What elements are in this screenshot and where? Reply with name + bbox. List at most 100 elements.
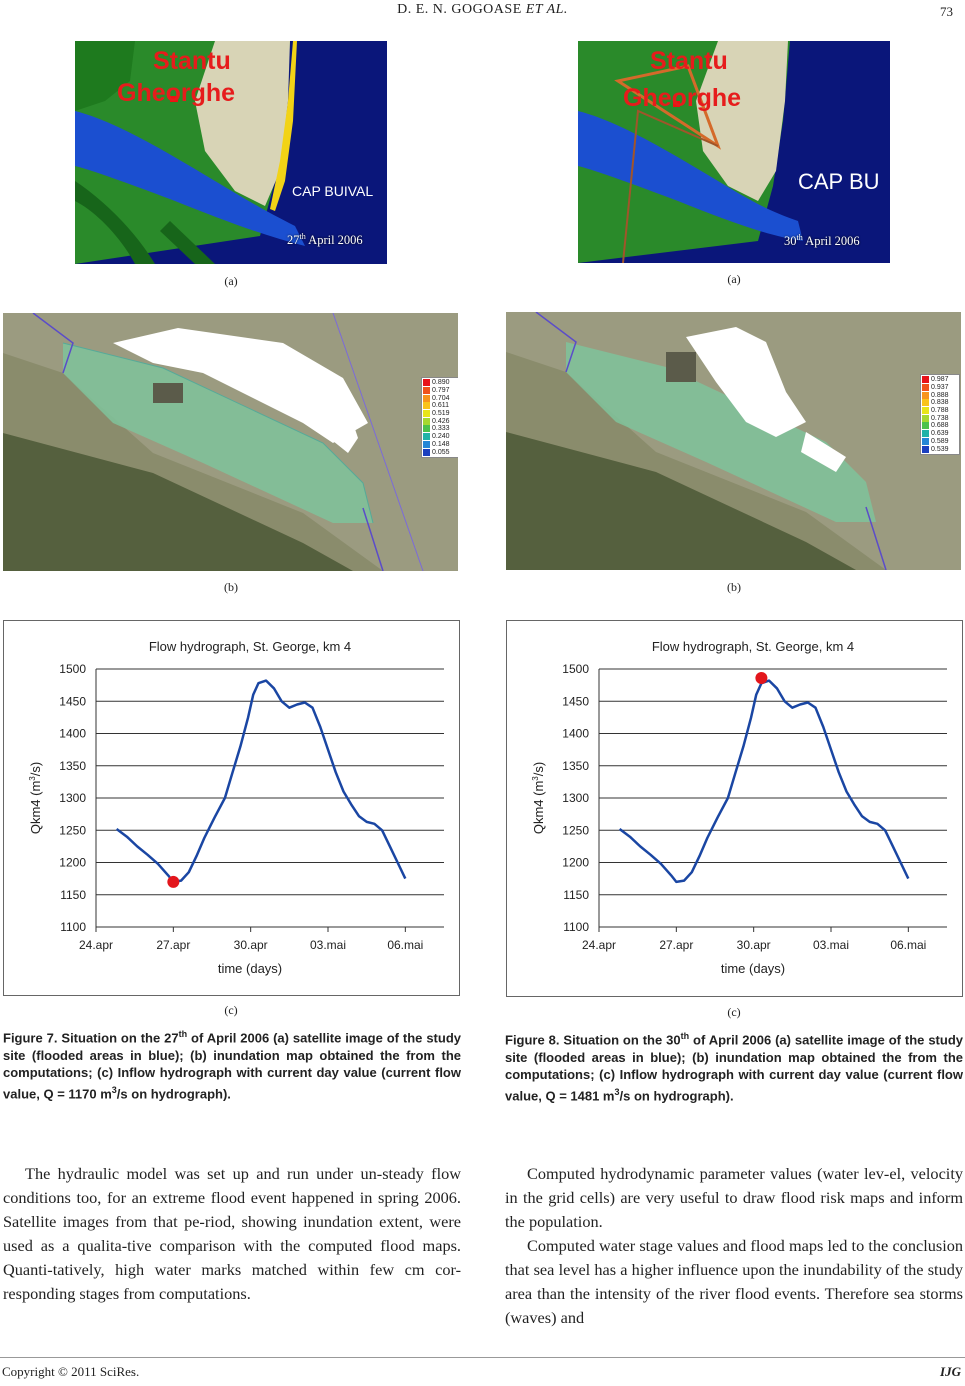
fig7-ytick-label: 1350 — [59, 759, 86, 773]
fig8-legend-row: 0.639 — [922, 430, 958, 438]
fig8-chart-title: Flow hydrograph, St. George, km 4 — [652, 639, 854, 654]
fig8-legend-swatch — [922, 445, 929, 453]
fig7-legend-swatch — [423, 379, 430, 387]
fig7-legend-value: 0.519 — [432, 410, 450, 418]
fig7-y-axis-label-end: /s) — [28, 762, 43, 776]
fig8-cap-label: CAP BU — [798, 169, 880, 194]
fig8-legend-row: 0.688 — [922, 422, 958, 430]
fig8-xtick-label: 24.apr — [582, 938, 616, 952]
fig7-town-marker — [170, 96, 178, 102]
fig7-legend-row: 0.797 — [423, 387, 458, 395]
fig8-legend-row: 0.937 — [922, 384, 958, 392]
fig8-xtick-label: 30.apr — [737, 938, 771, 952]
fig7-legend-row: 0.611 — [423, 402, 458, 410]
fig8-caption-part3: /s on hydrograph). — [619, 1088, 734, 1104]
fig7-legend-row: 0.426 — [423, 417, 458, 425]
running-header: D. E. N. GOGOASE ET AL. — [0, 2, 965, 18]
fig7-legend-value: 0.704 — [432, 394, 450, 402]
fig8-town-name-line2: Gheorghe — [623, 84, 741, 112]
header-et-al: ET AL. — [525, 2, 568, 17]
fig7-date-label: 27th April 2006 — [287, 232, 363, 248]
fig7-legend-swatch — [423, 394, 430, 402]
fig7-legend-row: 0.704 — [423, 394, 458, 402]
fig8-legend-swatch — [922, 430, 929, 438]
fig7-legend-row: 0.240 — [423, 433, 458, 441]
fig7-legend-value: 0.333 — [432, 425, 450, 433]
fig8-ytick-label: 1450 — [562, 694, 589, 708]
fig7-caption-part1: Figure 7. Situation on the 27 — [3, 1030, 179, 1046]
fig7-cap-label: CAP BUIVAL — [292, 183, 373, 199]
fig8-legend-value: 0.539 — [931, 445, 949, 453]
fig8-y-axis-label: Qkm4 (m3/s) — [531, 762, 546, 834]
fig8-legend-swatch — [922, 407, 929, 415]
fig8-y-axis-label-sup: 3 — [531, 776, 540, 781]
fig7-caption-part3: /s on hydrograph). — [116, 1086, 231, 1102]
fig7-legend-value: 0.890 — [432, 379, 450, 387]
fig8-hydrograph-chart: Flow hydrograph, St. George, km 4 1100 115… — [506, 620, 963, 997]
fig8-legend-swatch — [922, 384, 929, 392]
footer-copyright: Copyright © 2011 SciRes. — [2, 1364, 140, 1379]
fig7-xtick-label: 06.mai — [387, 938, 423, 952]
fig7-ytick-label: 1450 — [59, 694, 86, 708]
fig7-legend-row: 0.333 — [423, 425, 458, 433]
fig7-ytick-label: 1500 — [59, 662, 86, 676]
fig8-ytick-label: 1350 — [562, 759, 589, 773]
fig7-legend-swatch — [423, 433, 430, 441]
fig8-ytick-label: 1300 — [562, 791, 589, 805]
footer-rule — [0, 1357, 965, 1358]
fig7-hydrograph-svg: Flow hydrograph, St. George, km 4 1100 115… — [28, 639, 444, 976]
fig7-legend-swatch — [423, 417, 430, 425]
fig7-legend-value: 0.240 — [432, 433, 450, 441]
fig8-caption-part1: Figure 8. Situation on the 30 — [505, 1032, 681, 1048]
fig7-xtick-label: 27.apr — [156, 938, 190, 952]
fig7-legend-row: 0.890 — [423, 379, 458, 387]
fig8-town-marker — [673, 101, 680, 107]
fig8-inundation-map: 0.987 0.937 0.888 0.838 0.788 0.738 0.688 0.639… — [506, 312, 961, 570]
fig8-legend-swatch — [922, 414, 929, 422]
fig7-map-svg — [3, 313, 458, 571]
fig7-ytick-label: 1150 — [60, 888, 86, 902]
fig7-y-axis-label: Qkm4 (m3/s) — [28, 762, 43, 834]
fig8-flow-line — [618, 679, 910, 884]
fig7-legend-swatch — [423, 410, 430, 418]
fig8-caption: Figure 8. Situation on the 30th of April… — [505, 1028, 963, 1105]
fig7-caption-sup2: 3 — [111, 1084, 117, 1095]
fig7-legend-swatch — [423, 440, 430, 448]
fig8-y-axis-label-end: /s) — [531, 762, 546, 776]
fig8-label-b: (b) — [727, 580, 741, 594]
fig7-legend-row: 0.148 — [423, 440, 458, 449]
fig7-legend-row: 0.519 — [423, 410, 458, 418]
fig8-legend-row: 0.738 — [922, 414, 958, 422]
fig8-satellite-svg: Stantu Gheorghe CAP BU — [578, 41, 890, 263]
fig8-ytick-label: 1200 — [562, 856, 589, 870]
right-paragraph-1: Computed hydrodynamic parameter values (… — [505, 1164, 963, 1231]
fig8-map-svg — [506, 312, 961, 570]
fig7-date-day: 27 — [287, 233, 300, 248]
fig7-legend-value: 0.611 — [432, 402, 449, 410]
fig8-legend-swatch — [922, 376, 929, 384]
fig7-xtick-label: 30.apr — [234, 938, 268, 952]
fig8-date-rest: April 2006 — [805, 234, 860, 249]
fig7-y-axis-label-main: Qkm4 (m — [28, 781, 43, 834]
fig7-legend-swatch — [423, 425, 430, 433]
fig7-ytick-label: 1300 — [59, 791, 86, 805]
fig8-caption-sup2: 3 — [614, 1086, 620, 1097]
fig7-chart-title: Flow hydrograph, St. George, km 4 — [149, 639, 351, 654]
fig8-date-label: 30th April 2006 — [784, 233, 860, 249]
fig8-legend-value: 0.937 — [931, 384, 949, 392]
fig8-legend-row: 0.838 — [922, 399, 958, 407]
fig7-y-axis-label-sup: 3 — [28, 776, 37, 781]
fig8-ytick-label: 1400 — [562, 727, 589, 741]
fig7-caption-sup1: th — [178, 1029, 188, 1039]
fig8-current-day-marker — [755, 672, 768, 685]
fig7-satellite-svg: Stantu Gheorghe CAP BUIVAL — [75, 41, 387, 264]
fig7-map-legend: 0.890 0.797 0.704 0.611 0.519 0.426 0.333 0.240… — [421, 377, 458, 458]
fig8-legend-row: 0.589 — [922, 437, 958, 446]
fig8-legend-row: 0.888 — [922, 391, 958, 399]
fig8-date-day: 30 — [784, 234, 797, 249]
fig7-date-rest: April 2006 — [308, 233, 363, 248]
right-paragraph-2: Computed water stage values and flood ma… — [505, 1236, 963, 1327]
fig8-x-axis-label: time (days) — [721, 961, 785, 976]
fig7-legend-value: 0.148 — [432, 440, 450, 448]
fig7-current-day-marker — [167, 875, 180, 888]
